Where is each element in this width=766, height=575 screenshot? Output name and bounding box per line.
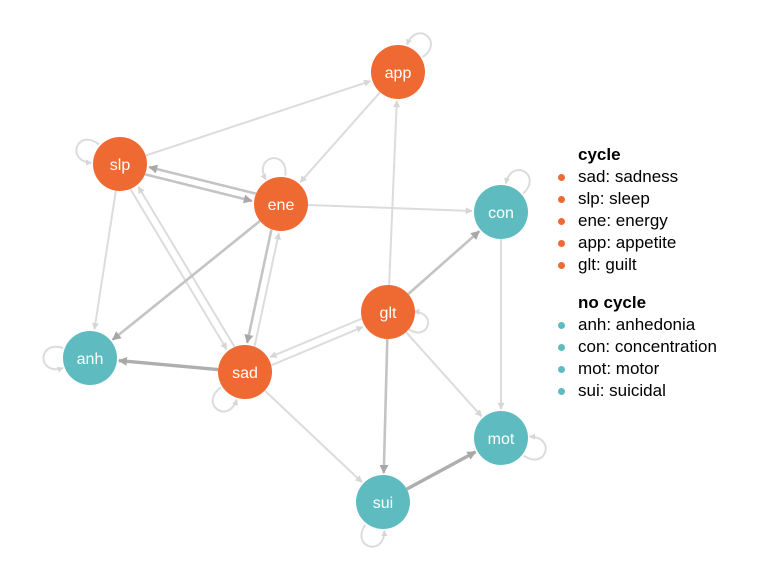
node-label-slp: slp [110,157,131,174]
legend-item: sad: sadness [558,166,717,188]
legend-dot-icon [558,344,565,351]
edge-sui-to-mot [405,450,477,491]
self-loop-app [406,32,432,58]
legend-item-label: con: concentration [578,337,717,356]
edge-slp-to-sad [129,188,228,350]
legend-dot-icon [558,174,565,181]
edges-layer [91,79,505,491]
node-label-mot: mot [488,431,515,448]
edge-glt-to-sui [379,338,389,474]
edge-slp-to-anh [91,190,117,331]
node-sui: sui [356,475,410,529]
edge-glt-to-con [407,230,481,296]
self-loops-layer [42,32,547,548]
self-loop-glt [407,308,430,334]
node-anh: anh [63,331,117,385]
node-label-glt: glt [380,305,397,322]
edge-sad-to-sui [263,389,363,483]
legend-group-title: cycle [578,145,621,164]
node-circle-sui [356,475,410,529]
legend-dot-icon [558,322,565,329]
edge-ene-to-slp [148,164,257,195]
self-loop-ene [260,157,287,181]
legend: cycle sad: sadness slp: sleep ene: energy ap… [558,144,717,418]
node-circle-ene [254,177,308,231]
self-loop-mot [523,433,547,461]
self-loop-con [504,169,531,195]
edge-slp-to-app [145,79,372,157]
legend-item: ene: energy [558,210,717,232]
legend-item-label: app: appetite [578,233,677,252]
node-app: app [371,45,425,99]
node-circle-slp [93,137,147,191]
node-label-sad: sad [232,365,258,382]
node-mot: mot [474,411,528,465]
edge-glt-to-sad [269,317,362,359]
node-label-ene: ene [268,197,295,214]
edge-glt-to-app [388,100,401,286]
self-loop-anh [42,345,64,373]
node-circle-app [371,45,425,99]
legend-item-label: slp: sleep [578,189,650,208]
legend-dot-icon [558,388,565,395]
self-loop-sad [211,386,238,413]
node-circle-sad [218,345,272,399]
self-loop-slp [75,138,100,166]
node-ene: ene [254,177,308,231]
legend-dot-icon [558,262,565,269]
legend-group-1: no cycle anh: anhedonia con: concentration… [558,292,717,402]
node-glt: glt [361,285,415,339]
node-label-con: con [488,205,514,222]
legend-item: sui: suicidal [558,380,717,402]
node-circle-mot [474,411,528,465]
legend-group-0: cycle sad: sadness slp: sleep ene: energy ap… [558,144,717,276]
edge-app-to-ene [299,91,381,183]
legend-item-label: sui: suicidal [578,381,666,400]
node-circle-anh [63,331,117,385]
node-circle-con [474,185,528,239]
legend-dot-icon [558,240,565,247]
legend-dot-icon [558,366,565,373]
node-label-anh: anh [77,351,104,368]
legend-item-label: anh: anhedonia [578,315,696,334]
edge-ene-to-sad [244,229,273,344]
legend-dot-icon [558,196,565,203]
node-sad: sad [218,345,272,399]
edge-sad-to-ene [253,232,281,347]
edge-glt-to-mot [405,331,483,418]
legend-group-title: no cycle [578,293,647,312]
legend-item-label: glt: guilt [578,255,637,274]
edge-sad-to-anh [117,356,219,372]
node-circle-glt [361,285,415,339]
legend-item: app: appetite [558,232,717,254]
self-loop-sui [360,524,388,548]
legend-item: con: concentration [558,336,717,358]
edge-ene-to-anh [111,219,261,341]
legend-item-label: mot: motor [578,359,660,378]
edge-slp-to-ene [144,173,253,204]
legend-item: mot: motor [558,358,717,380]
edge-sad-to-glt [271,325,364,367]
legend-item: glt: guilt [558,254,717,276]
legend-item-label: sad: sadness [578,167,679,186]
edge-sad-to-slp [137,186,236,348]
nodes-layer: app slp ene glt sad anh con mot sui [63,45,528,529]
legend-item: anh: anhedonia [558,314,717,336]
node-label-app: app [385,65,412,82]
node-con: con [474,185,528,239]
edge-ene-to-con [307,203,473,215]
node-label-sui: sui [373,495,393,512]
node-slp: slp [93,137,147,191]
legend-dot-icon [558,218,565,225]
legend-item-label: ene: energy [578,211,668,230]
legend-item: slp: sleep [558,188,717,210]
